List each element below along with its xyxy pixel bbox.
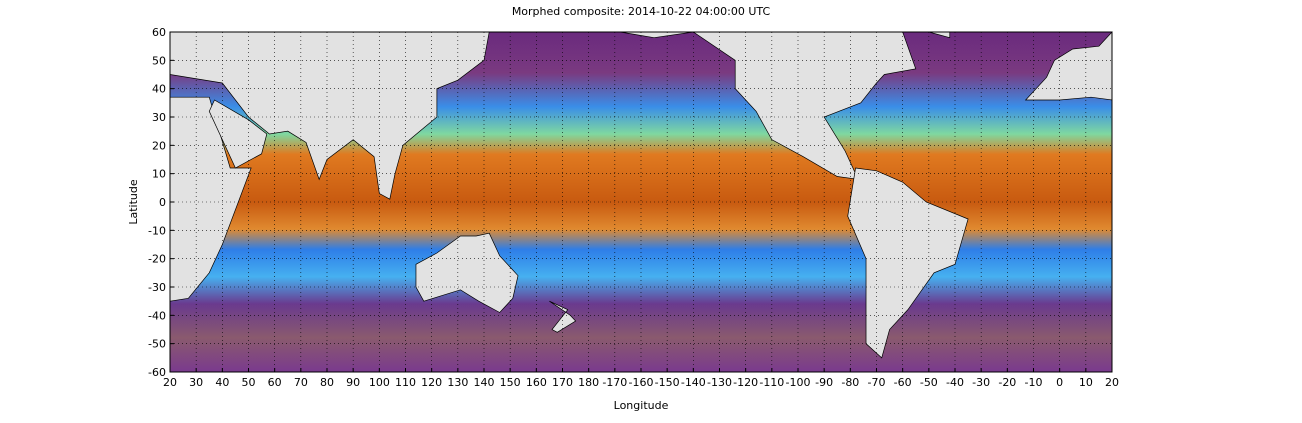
x-tick-label: -110: [759, 376, 784, 389]
x-tick-label: -40: [946, 376, 964, 389]
x-tick-label: -70: [868, 376, 886, 389]
x-axis-label: Longitude: [614, 399, 669, 412]
y-tick-label: 40: [152, 83, 166, 96]
x-tick-label: 120: [421, 376, 442, 389]
y-tick-label: -10: [148, 224, 166, 237]
x-tick-label: 20: [163, 376, 177, 389]
landmass: [847, 167, 969, 359]
landmass: [415, 232, 519, 313]
landmass: [208, 99, 268, 169]
landmass: [169, 31, 490, 200]
landmass: [620, 31, 917, 180]
x-tick-label: -120: [733, 376, 758, 389]
x-tick-label: -130: [707, 376, 732, 389]
y-tick-label: 50: [152, 54, 166, 67]
y-tick-label: 60: [152, 26, 166, 39]
landmass: [1024, 31, 1113, 101]
x-tick-label: 70: [294, 376, 308, 389]
x-tick-label: 150: [500, 376, 521, 389]
x-tick-label: -10: [1025, 376, 1043, 389]
x-tick-label: -20: [998, 376, 1016, 389]
y-tick-label: 30: [152, 111, 166, 124]
x-tick-label: 180: [578, 376, 599, 389]
y-tick-label: -50: [148, 338, 166, 351]
plot-frame: [169, 31, 1113, 373]
x-tick-label: 60: [268, 376, 282, 389]
x-tick-label: -50: [920, 376, 938, 389]
x-tick-label: 140: [474, 376, 495, 389]
y-axis-label: Latitude: [127, 179, 140, 225]
x-tick-label: -150: [655, 376, 680, 389]
x-tick-label: 130: [447, 376, 468, 389]
x-tick-label: 110: [395, 376, 416, 389]
x-tick-label: -170: [602, 376, 627, 389]
x-tick-label: -30: [972, 376, 990, 389]
y-tick-label: 0: [159, 196, 166, 209]
x-tick-label: 90: [346, 376, 360, 389]
x-tick-label: 40: [215, 376, 229, 389]
x-tick-label: 160: [526, 376, 547, 389]
x-tick-label: -140: [681, 376, 706, 389]
x-tick-label: -100: [786, 376, 811, 389]
title: Morphed composite: 2014-10-22 04:00:00 U…: [512, 5, 771, 18]
y-tick-label: -60: [148, 366, 166, 379]
x-tick-label: 80: [320, 376, 334, 389]
y-tick-label: -40: [148, 309, 166, 322]
x-tick-label: 10: [1079, 376, 1093, 389]
x-tick-label: -160: [629, 376, 654, 389]
y-tick-label: -20: [148, 253, 166, 266]
y-tick-label: 10: [152, 168, 166, 181]
y-tick-label: -30: [148, 281, 166, 294]
x-tick-label: -60: [894, 376, 912, 389]
x-tick-label: 170: [552, 376, 573, 389]
x-tick-label: 50: [242, 376, 256, 389]
x-tick-label: -90: [815, 376, 833, 389]
x-tick-label: -80: [841, 376, 859, 389]
x-tick-label: 100: [369, 376, 390, 389]
y-tick-label: 20: [152, 139, 166, 152]
x-tick-label: 30: [189, 376, 203, 389]
x-tick-label: 0: [1056, 376, 1063, 389]
x-tick-label: 20: [1105, 376, 1119, 389]
